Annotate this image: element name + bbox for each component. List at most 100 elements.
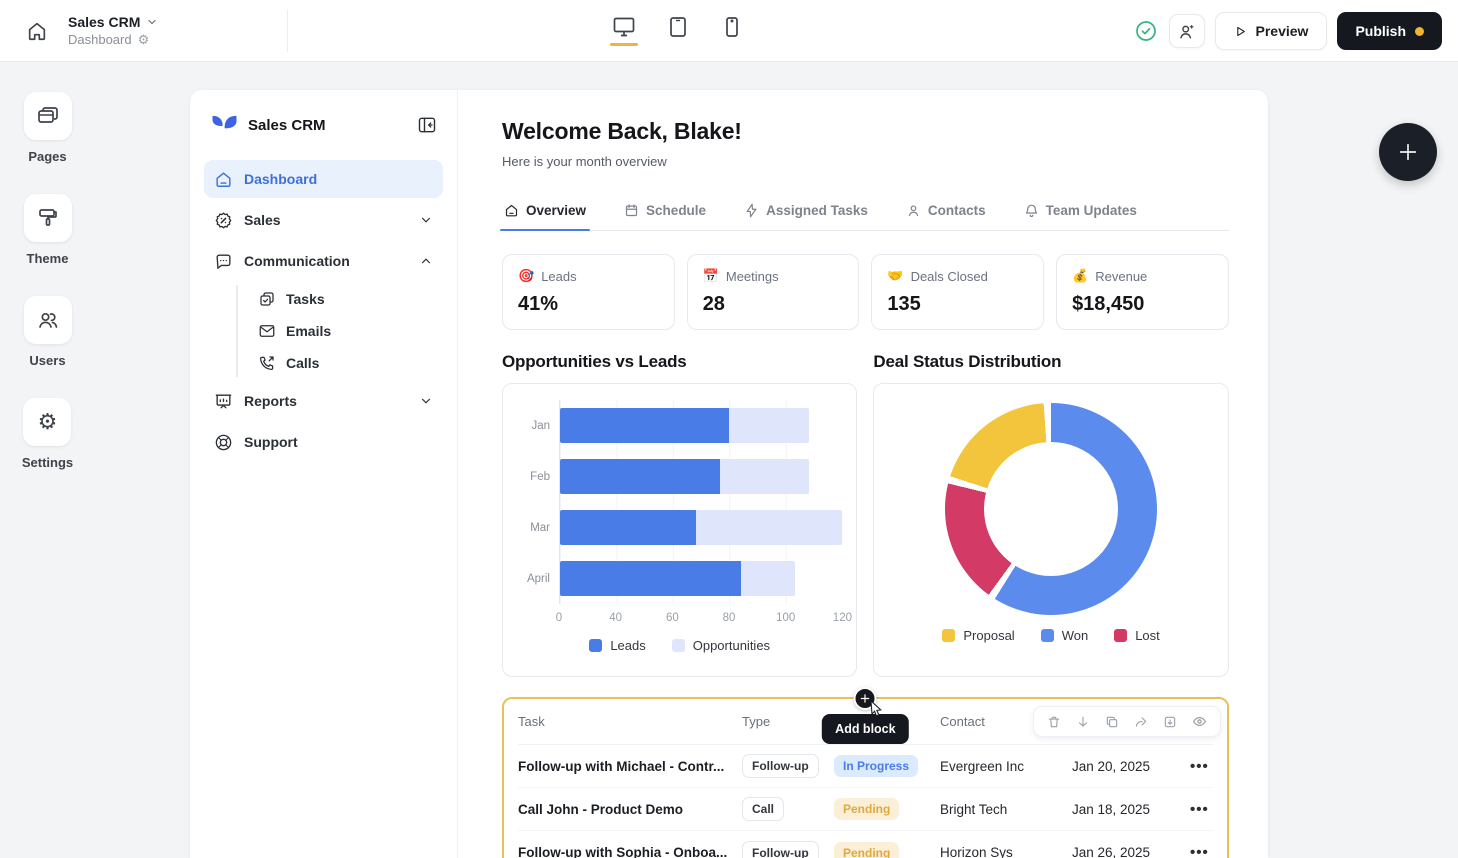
bar-chart-plot	[559, 400, 843, 604]
collapse-sidebar-icon[interactable]	[417, 115, 437, 135]
calendar-icon	[624, 203, 639, 218]
bar-chart-legend: Leads Opportunities	[517, 638, 842, 653]
device-desktop-button[interactable]	[606, 11, 642, 51]
stat-card-leads[interactable]: 🎯 Leads 41%	[502, 254, 675, 330]
chat-bubble-icon	[214, 252, 233, 271]
leads-swatch	[589, 639, 603, 652]
visibility-icon[interactable]	[1192, 714, 1207, 729]
tab-assigned-tasks[interactable]: Assigned Tasks	[742, 195, 870, 230]
preview-button[interactable]: Preview	[1214, 12, 1328, 50]
tab-contacts[interactable]: Contacts	[904, 195, 988, 230]
tasks-table-block[interactable]: Add block Task Type Status Contact	[502, 687, 1229, 858]
duplicate-icon[interactable]	[1105, 715, 1119, 729]
tab-team-updates[interactable]: Team Updates	[1022, 195, 1139, 230]
opportunities-swatch	[671, 639, 685, 652]
brand-logo	[210, 112, 238, 138]
rail-item-theme[interactable]: Theme	[23, 194, 72, 266]
sidebar-item-communication[interactable]: Communication	[204, 242, 443, 280]
lost-swatch	[1114, 629, 1128, 642]
tablet-icon	[668, 16, 688, 38]
rail-label-settings: Settings	[21, 455, 74, 470]
donut-chart-legend: Proposal Won Lost	[888, 628, 1213, 643]
sidebar-item-emails[interactable]: Emails	[252, 315, 443, 347]
breadcrumb-page: Dashboard	[68, 32, 132, 47]
dashboard-tabs: Overview Schedule Assigned Tasks Contact…	[499, 195, 1229, 231]
mouse-cursor-icon	[866, 700, 883, 719]
bar-leads-april	[560, 561, 742, 596]
bar-opportunities-feb	[720, 459, 810, 494]
bar-leads-feb	[560, 459, 721, 494]
copy-check-icon	[258, 290, 276, 308]
delete-icon[interactable]	[1047, 715, 1061, 729]
block-toolbar	[1032, 706, 1221, 737]
rail-item-settings[interactable]: ⚙ Settings	[22, 398, 73, 470]
bar-chart-title: Opportunities vs Leads	[502, 352, 687, 371]
lightning-icon	[744, 203, 759, 218]
sidebar-item-dashboard[interactable]: Dashboard	[204, 160, 443, 198]
badge-percent-icon	[214, 211, 233, 230]
device-mobile-button[interactable]	[714, 11, 750, 51]
stat-card-revenue[interactable]: 💰 Revenue $18,450	[1056, 254, 1229, 330]
stat-cards: 🎯 Leads 41% 📅 Meetings 28 🤝 Deals Closed 13…	[502, 254, 1229, 330]
page-subtitle: Here is your month overview	[502, 154, 667, 169]
preview-label: Preview	[1255, 23, 1309, 39]
home-icon	[504, 203, 519, 218]
rail-item-users[interactable]: Users	[23, 296, 72, 368]
tasks-table: Task Type Status Contact Due Date Follow…	[518, 699, 1213, 858]
chevron-down-icon[interactable]	[146, 16, 158, 28]
status-badge: In Progress	[834, 755, 919, 777]
stat-card-meetings[interactable]: 📅 Meetings 28	[686, 254, 860, 330]
row-menu-button[interactable]: •••	[1190, 844, 1209, 858]
desktop-icon	[612, 16, 636, 38]
table-row[interactable]: Follow-up with Michael - Contr... Follow…	[518, 745, 1213, 788]
sidebar-item-sales[interactable]: Sales	[204, 201, 443, 239]
rail-item-pages[interactable]: Pages	[23, 92, 72, 164]
money-bag-icon: 💰	[1072, 268, 1089, 283]
collaborators-button[interactable]	[1168, 14, 1205, 48]
target-icon: 🎯	[518, 268, 535, 283]
lifebuoy-icon	[214, 433, 233, 452]
home-button[interactable]	[20, 14, 54, 48]
publish-button[interactable]: Publish	[1337, 12, 1442, 50]
site-canvas: Sales CRM Dashboard Sales	[190, 90, 1268, 858]
user-plus-icon	[1177, 22, 1196, 41]
mobile-icon	[724, 16, 740, 38]
sidebar-item-tasks[interactable]: Tasks	[252, 283, 443, 315]
donut-chart	[945, 403, 1158, 615]
table-row[interactable]: Call John - Product Demo Call Pending Br…	[518, 788, 1213, 831]
phone-outgoing-icon	[258, 354, 276, 372]
share-arrow-icon[interactable]	[1134, 715, 1148, 729]
proposal-swatch	[942, 629, 956, 642]
tab-schedule[interactable]: Schedule	[622, 195, 708, 230]
users-icon	[36, 308, 60, 332]
save-block-icon[interactable]	[1163, 715, 1177, 729]
tab-overview[interactable]: Overview	[499, 195, 591, 231]
bar-chart-card[interactable]: Jan Feb Mar April	[502, 383, 858, 677]
floating-add-button[interactable]	[1379, 123, 1437, 181]
status-badge: Pending	[834, 841, 900, 858]
editor-body: Pages Theme Users ⚙ Settings S	[0, 62, 1458, 858]
device-tablet-button[interactable]	[660, 11, 696, 51]
page-settings-icon[interactable]: ⚙	[137, 31, 150, 47]
bell-icon	[1024, 203, 1039, 218]
rail-label-pages: Pages	[28, 149, 67, 164]
status-badge: Pending	[834, 798, 900, 820]
row-menu-button[interactable]: •••	[1190, 757, 1209, 775]
table-row[interactable]: Follow-up with Sophia - Onboa... Follow-…	[518, 831, 1213, 858]
sidebar-item-calls[interactable]: Calls	[252, 347, 443, 379]
device-switcher	[606, 0, 750, 62]
person-icon	[906, 203, 921, 218]
bar-chart-y-labels: Jan Feb Mar April	[526, 419, 550, 585]
donut-chart-card[interactable]: Proposal Won Lost	[873, 383, 1229, 677]
col-type: Type	[742, 714, 771, 729]
rail-label-users: Users	[29, 353, 66, 368]
stat-card-deals-closed[interactable]: 🤝 Deals Closed 135	[871, 254, 1045, 330]
paint-roller-icon	[36, 206, 60, 230]
row-menu-button[interactable]: •••	[1190, 800, 1209, 818]
sidebar-item-reports[interactable]: Reports	[204, 382, 443, 420]
donut-hole	[984, 442, 1119, 576]
chevron-up-icon	[419, 254, 433, 268]
move-down-icon[interactable]	[1076, 715, 1090, 729]
sidebar-item-support[interactable]: Support	[204, 423, 443, 461]
brand-name: Sales CRM	[248, 116, 326, 134]
